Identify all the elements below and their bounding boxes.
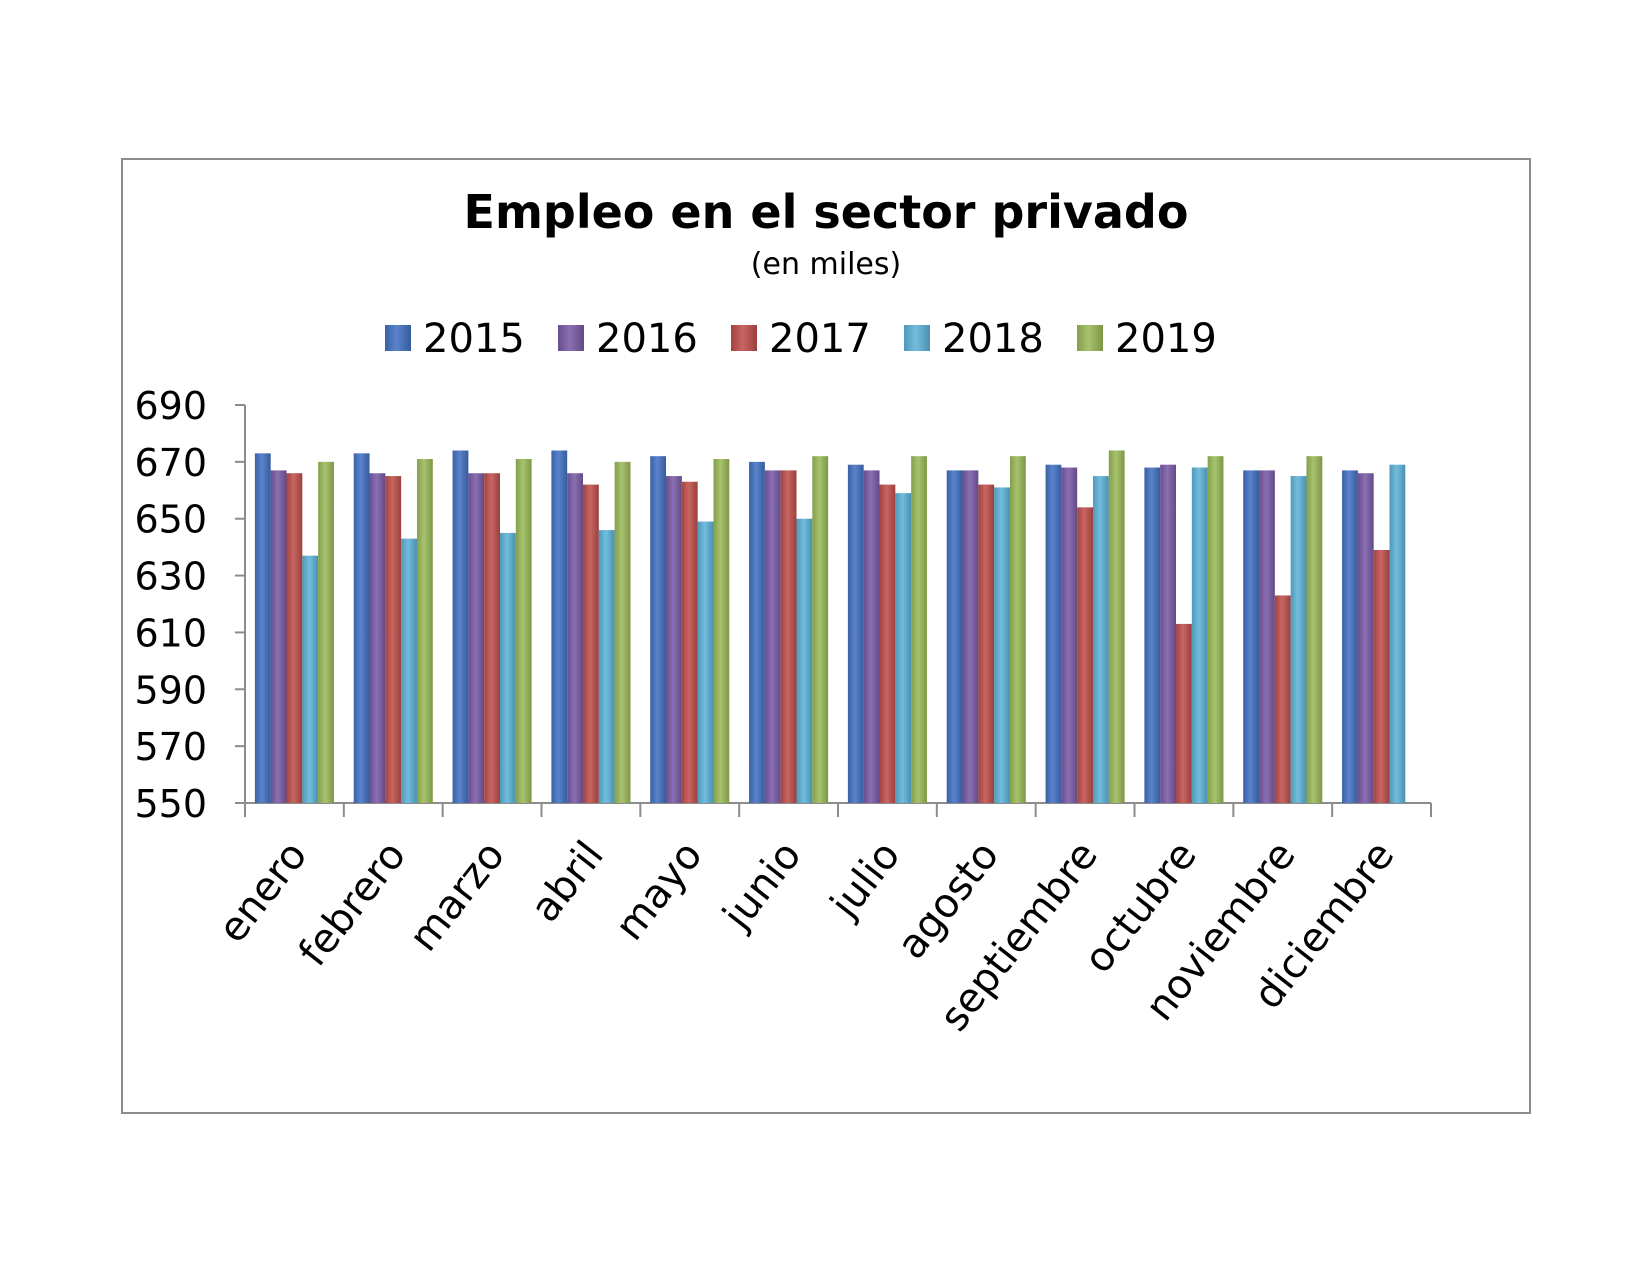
bar-2015-junio xyxy=(749,461,765,803)
bar-2018-marzo xyxy=(499,532,516,803)
legend-swatch-2018 xyxy=(904,325,930,351)
bar-2016-abril xyxy=(567,473,584,803)
bar-2016-enero xyxy=(270,470,287,803)
chart-svg: Empleo en el sector privado (en miles) 2… xyxy=(134,185,1432,1040)
bar-2015-agosto xyxy=(946,470,963,803)
bar-2019-abril xyxy=(614,461,631,803)
bar-2017-enero xyxy=(286,473,303,803)
chart-title: Empleo en el sector privado xyxy=(464,185,1189,239)
bar-2017-noviembre xyxy=(1274,595,1291,803)
legend-label-2015: 2015 xyxy=(423,316,525,362)
bar-2017-julio xyxy=(879,484,896,803)
legend: 2015 2016 2017 2018 2019 xyxy=(385,316,1217,362)
bar-2017-diciembre xyxy=(1373,549,1390,803)
x-tick-label: julio xyxy=(821,833,909,928)
y-tick-label: 570 xyxy=(134,725,207,769)
bar-2015-enero xyxy=(254,453,271,803)
bar-2016-mayo xyxy=(666,476,682,803)
bar-2016-diciembre xyxy=(1357,473,1374,803)
bar-2018-septiembre xyxy=(1092,476,1109,803)
bar-2015-marzo xyxy=(452,450,469,803)
bar-2019-junio xyxy=(812,456,829,803)
bar-2019-noviembre xyxy=(1306,456,1323,803)
bar-2015-mayo xyxy=(650,456,667,803)
bar-2018-febrero xyxy=(401,538,417,803)
bar-2016-agosto xyxy=(962,470,979,803)
chart-frame: Empleo en el sector privado (en miles) 2… xyxy=(121,158,1531,1114)
bar-2016-octubre xyxy=(1160,464,1177,803)
bar-2016-marzo xyxy=(468,473,485,803)
bar-2016-junio xyxy=(764,470,781,803)
y-tick-label: 650 xyxy=(134,498,207,542)
bar-2019-enero xyxy=(318,461,334,803)
bar-2018-junio xyxy=(796,518,813,803)
x-tick-label: marzo xyxy=(401,833,514,960)
bar-2017-septiembre xyxy=(1077,507,1093,803)
bar-2015-julio xyxy=(847,464,864,803)
x-tick-label: febrero xyxy=(290,833,415,975)
x-tick-label: junio xyxy=(714,833,811,939)
bar-2017-mayo xyxy=(681,481,698,803)
y-tick-label: 610 xyxy=(134,611,207,655)
bar-2016-febrero xyxy=(369,473,386,803)
bar-2018-julio xyxy=(895,493,912,803)
bar-2018-abril xyxy=(598,530,615,803)
bar-2015-abril xyxy=(551,450,568,803)
y-tick-label: 670 xyxy=(134,441,207,485)
bar-2016-noviembre xyxy=(1259,470,1275,803)
bar-2016-septiembre xyxy=(1061,467,1078,803)
bar-2017-agosto xyxy=(978,484,995,803)
bar-2019-febrero xyxy=(416,459,433,803)
bar-2015-diciembre xyxy=(1342,470,1358,803)
bar-2019-octubre xyxy=(1207,456,1224,803)
bar-2018-octubre xyxy=(1191,467,1208,803)
bar-2019-marzo xyxy=(515,459,532,803)
x-tick-label: abril xyxy=(522,833,613,931)
bar-2018-mayo xyxy=(697,521,714,803)
x-tick-label: mayo xyxy=(607,833,712,949)
bar-2017-marzo xyxy=(484,473,500,803)
legend-swatch-2015 xyxy=(385,325,411,351)
legend-label-2018: 2018 xyxy=(942,316,1044,362)
y-tick-label: 590 xyxy=(134,668,207,712)
bar-2019-septiembre xyxy=(1108,450,1125,803)
bar-2017-junio xyxy=(780,470,797,803)
chart-subtitle: (en miles) xyxy=(751,247,901,282)
bar-2019-agosto xyxy=(1009,456,1026,803)
legend-swatch-2016 xyxy=(558,325,584,351)
bar-2018-enero xyxy=(302,555,319,803)
legend-label-2019: 2019 xyxy=(1115,316,1217,362)
bar-2015-noviembre xyxy=(1243,470,1260,803)
bar-2017-febrero xyxy=(385,476,402,803)
bar-2015-octubre xyxy=(1144,467,1161,803)
bar-2017-octubre xyxy=(1176,623,1192,803)
y-tick-label: 550 xyxy=(134,782,207,826)
bar-2015-febrero xyxy=(353,453,370,803)
bar-2018-diciembre xyxy=(1389,464,1406,803)
y-tick-label: 630 xyxy=(134,555,207,599)
legend-swatch-2017 xyxy=(731,325,757,351)
bar-2016-julio xyxy=(863,470,880,803)
bar-2017-abril xyxy=(583,484,599,803)
bar-2019-julio xyxy=(911,456,927,803)
bar-2015-septiembre xyxy=(1045,464,1062,803)
legend-label-2016: 2016 xyxy=(596,316,698,362)
bar-2018-agosto xyxy=(994,487,1010,803)
legend-label-2017: 2017 xyxy=(769,316,871,362)
y-axis: 550 570 590 610 630 650 670 690 xyxy=(134,384,246,826)
legend-swatch-2019 xyxy=(1077,325,1103,351)
bar-2018-noviembre xyxy=(1290,476,1307,803)
bar-2019-mayo xyxy=(713,459,730,803)
bars xyxy=(254,450,1406,803)
y-tick-label: 690 xyxy=(134,384,207,428)
